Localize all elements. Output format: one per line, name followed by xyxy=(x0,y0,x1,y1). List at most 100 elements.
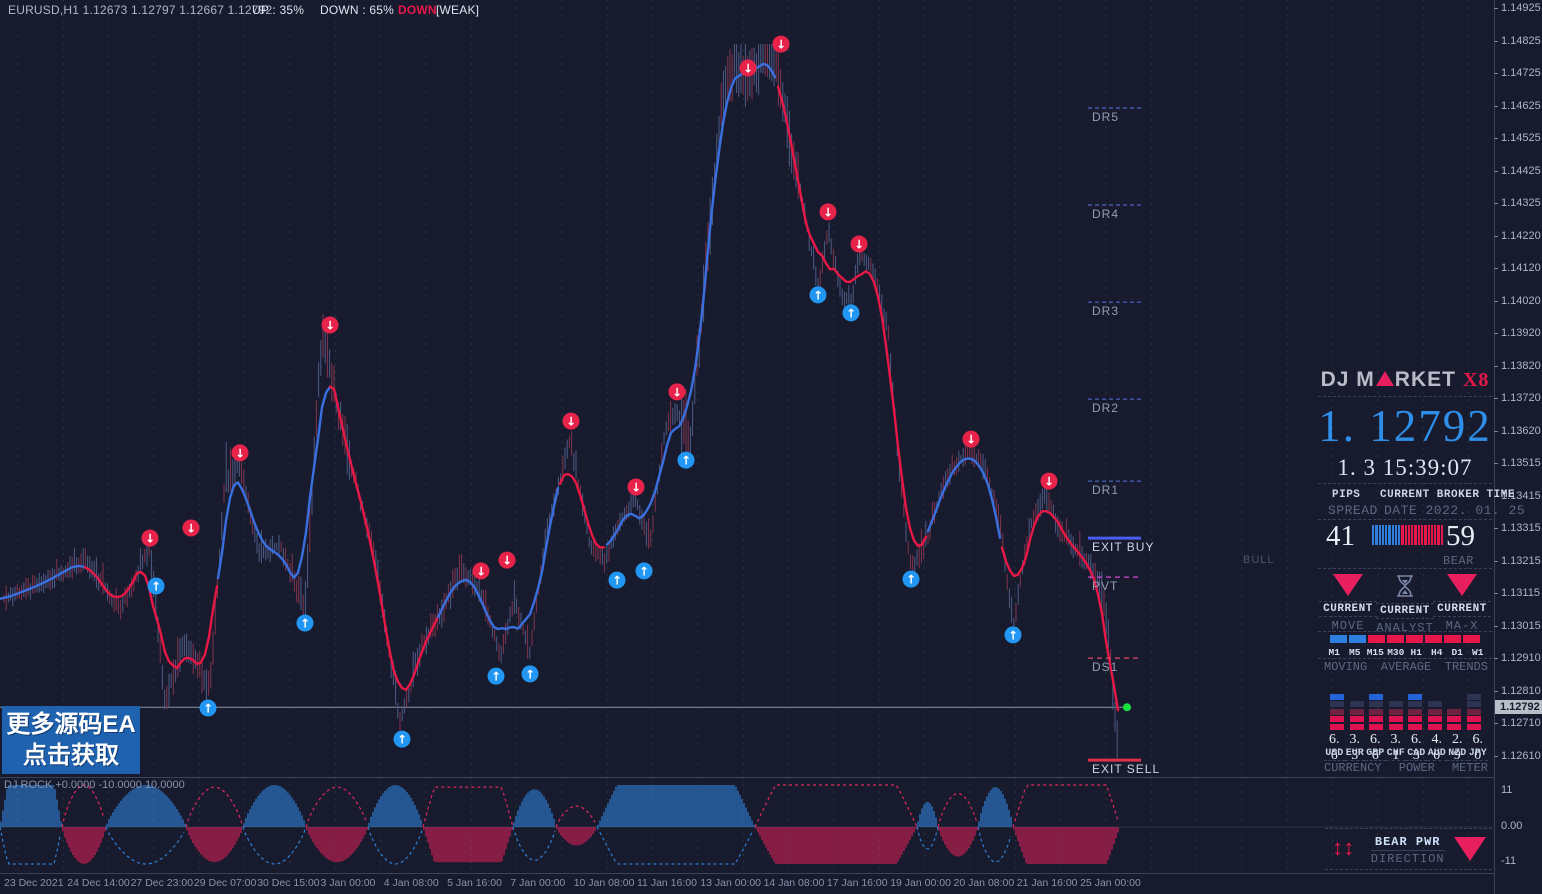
equalizer-column xyxy=(1369,692,1383,730)
ma-trends-caption-word: AVERAGE xyxy=(1380,660,1432,674)
ma-trends-caption-word: MOVING xyxy=(1324,660,1368,674)
gauge-bar-bear xyxy=(1437,525,1440,545)
gauge-bar-bear xyxy=(1420,525,1424,545)
price-tick: 1.12810 xyxy=(1494,684,1541,697)
gauge-bar-bull xyxy=(1372,525,1375,545)
equalizer-segment xyxy=(1349,701,1364,708)
logo-triangle-icon xyxy=(1375,371,1394,386)
currency-power-value: 2. 9 xyxy=(1452,732,1463,763)
ma-line-blue xyxy=(926,457,1002,540)
oscillator-mirror-curve xyxy=(512,826,556,861)
ma-line-red xyxy=(328,385,440,691)
promo-banner[interactable]: 更多源码EA 点击获取 xyxy=(2,706,140,774)
oscillator-mirror-curve xyxy=(0,826,61,865)
oscillator-mirror-curve xyxy=(596,826,754,865)
price-tick: 1.14425 xyxy=(1494,164,1541,177)
oscillator-mirror-curve xyxy=(1012,784,1119,828)
candles-up xyxy=(7,44,1118,759)
current-move-sub: MOVE xyxy=(1331,619,1365,633)
svg-text:↑: ↑ xyxy=(846,306,856,320)
time-tick: 4 Jan 08:00 xyxy=(383,877,439,889)
down-triangle-icon xyxy=(1333,574,1363,596)
pane-divider[interactable] xyxy=(0,777,1494,778)
time-tick: 29 Dec 07:00 xyxy=(193,877,257,889)
oscillator-mirror-curve xyxy=(754,784,918,828)
sell-signal-icon: ↓ xyxy=(141,529,159,547)
oscillator-mirror-curve xyxy=(422,786,514,828)
equalizer-segment xyxy=(1330,716,1344,723)
time-tick: 7 Jan 00:00 xyxy=(510,877,566,889)
bull-label: BULL xyxy=(1243,554,1275,566)
symbol-ohlc-label: EURUSD,H1 1.12673 1.12797 1.12667 1.1279… xyxy=(8,3,273,17)
time-tick: 25 Jan 00:00 xyxy=(1080,877,1141,889)
svg-text:↑: ↑ xyxy=(203,701,213,715)
bear-strength-value: 59 xyxy=(1446,520,1475,552)
price-tick: 1.12910 xyxy=(1494,652,1541,665)
sell-signal-icon: ↓ xyxy=(472,562,490,580)
indicator-axis-tick: 0.00 xyxy=(1501,820,1523,832)
svg-text:↓: ↓ xyxy=(325,319,335,333)
equalizer-segment xyxy=(1408,708,1422,715)
time-tick: 23 Dec 2021 xyxy=(4,877,64,889)
equalizer-segment xyxy=(1466,701,1481,708)
gauge-bar-bear xyxy=(1430,525,1434,545)
oscillator-mirror-curve xyxy=(367,826,423,865)
timeframe-label: M5 xyxy=(1349,647,1361,658)
candles-down xyxy=(3,44,1112,732)
equalizer-segment xyxy=(1369,708,1383,715)
time-axis[interactable]: 23 Dec 2021 24 Dec 14:00 27 Dec 23:00 29 De… xyxy=(0,877,1494,894)
svg-text:↑: ↑ xyxy=(151,579,161,593)
buy-signal-icon: ↑ xyxy=(677,451,695,469)
price-tick: 1.12710 xyxy=(1494,717,1541,730)
buy-signal-icon: ↑ xyxy=(809,286,827,304)
dj-market-dashboard: DJ M RKET X8 1. 12792 1. 3 15:39:07 PIPS C… xyxy=(1318,362,1525,775)
ma-line-red xyxy=(558,472,606,549)
oscillator-mirror-curve xyxy=(555,805,596,828)
svg-text:↑: ↑ xyxy=(681,454,691,468)
svg-text:↓: ↓ xyxy=(145,532,155,546)
gauge-bar-bear xyxy=(1411,525,1414,545)
gauge-bar-bull xyxy=(1388,525,1391,545)
price-chart[interactable]: DR5 DR4 DR3 DR2 DR1 EXIT BUY PVT DS1 EXIT SELL ↓ ↓… xyxy=(0,0,1494,777)
oscillator-bars-down xyxy=(62,827,1119,864)
last-price-dot xyxy=(1123,703,1131,712)
buy-signal-icon: ↑ xyxy=(902,570,920,588)
buy-signal-icon: ↑ xyxy=(635,562,653,580)
currency-label: USD xyxy=(1324,748,1345,761)
equalizer-column xyxy=(1427,700,1442,730)
equalizer-segment xyxy=(1408,693,1422,700)
price-axis[interactable]: 1.14925 1.14825 1.14725 1.14625 1.14525 1.144… xyxy=(1494,0,1542,894)
time-tick: 17 Jan 16:00 xyxy=(826,877,888,889)
sell-signal-icon: ↓ xyxy=(668,383,686,401)
currency-power-caption-word: METER xyxy=(1451,761,1488,775)
price-tick: 1.13315 xyxy=(1494,522,1541,535)
equalizer-segment xyxy=(1466,716,1481,723)
currency-power-caption-word: POWER xyxy=(1398,761,1435,775)
svg-text:↓: ↓ xyxy=(823,205,833,219)
updown-arrows-icon: ↕↕ xyxy=(1331,836,1355,862)
time-tick: 24 Dec 14:00 xyxy=(67,877,130,889)
svg-text:↑: ↑ xyxy=(525,667,535,681)
time-tick: 20 Jan 08:00 xyxy=(953,877,1015,889)
time-tick: 11 Jan 16:00 xyxy=(637,877,697,889)
price-tick: 1.14825 xyxy=(1494,34,1541,47)
ma-line-blue xyxy=(605,62,777,546)
equalizer-segment xyxy=(1427,701,1442,708)
equalizer-segment xyxy=(1369,716,1383,723)
down-percent-label: DOWN : 65% xyxy=(320,3,395,17)
level-label: DR5 xyxy=(1092,110,1119,124)
buy-signal-icon: ↑ xyxy=(199,699,217,717)
price-tick: 1.13920 xyxy=(1494,327,1541,340)
oscillator-pane[interactable] xyxy=(0,777,1494,873)
sell-signal-icon: ↓ xyxy=(819,203,837,221)
level-label: DR3 xyxy=(1092,304,1119,318)
current-max-cell: CURRENT MA-X xyxy=(1433,574,1491,633)
svg-text:↑: ↑ xyxy=(906,573,916,587)
equalizer-segment xyxy=(1369,724,1383,730)
sell-signal-icon: ↓ xyxy=(498,551,516,569)
equalizer-segment xyxy=(1466,693,1481,700)
spread-label: SPREAD xyxy=(1328,503,1378,518)
sell-signal-icon: ↓ xyxy=(321,316,339,334)
current-analyst-sub: ANALYST xyxy=(1376,621,1434,635)
timeframe-trend-bars xyxy=(1330,635,1482,643)
